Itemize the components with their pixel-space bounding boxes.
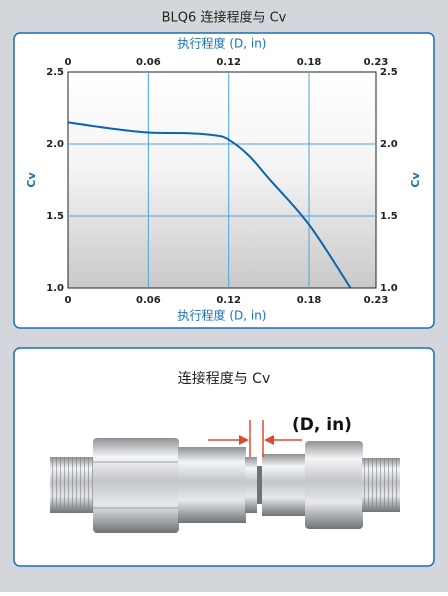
x-tick-label: 0.12 [216, 57, 241, 68]
y-axis-label: Cv [25, 172, 38, 188]
y-tick-label: 2.0 [380, 139, 398, 150]
gap [257, 466, 262, 504]
x-axis-label: 执行程度 (D, in) [178, 36, 267, 51]
nut-left [93, 438, 179, 533]
y-tick-label: 1.0 [380, 283, 398, 294]
arrow-head [239, 435, 249, 445]
y-tick-label: 1.0 [46, 283, 64, 294]
body-right [262, 454, 308, 516]
x-axis-label: 执行程度 (D, in) [178, 308, 267, 323]
x-tick-label: 0 [65, 295, 72, 306]
thread-right-lines [362, 458, 400, 512]
x-tick-label: 0 [65, 57, 72, 68]
body-left [178, 447, 246, 523]
y-tick-label: 1.5 [380, 211, 398, 222]
y-tick-label: 1.5 [46, 211, 64, 222]
y-tick-label: 2.0 [46, 139, 64, 150]
x-tick-label: 0.18 [297, 295, 322, 306]
chart-title: BLQ6 连接程度与 Cv [162, 10, 287, 26]
x-tick-label: 0.06 [136, 295, 161, 306]
y-axis-label: Cv [409, 172, 422, 188]
x-tick-label: 0.23 [364, 57, 389, 68]
x-tick-label: 0.06 [136, 57, 161, 68]
dimension-label: (D, in) [292, 415, 352, 435]
nut-right [305, 441, 363, 529]
diagram-title: 连接程度与 Cv [178, 370, 271, 387]
neck-left [245, 457, 257, 513]
arrow-head [264, 435, 274, 445]
x-tick-label: 0.18 [297, 57, 322, 68]
dimension-arrows [208, 420, 302, 457]
x-tick-label: 0.12 [216, 295, 241, 306]
y-tick-label: 2.5 [46, 67, 64, 78]
plot-area [67, 71, 377, 289]
fitting-image [50, 438, 400, 533]
chart: 000.060.060.120.120.180.180.230.231.0 1.0… [25, 36, 422, 323]
thread-left-lines [50, 457, 96, 513]
x-tick-label: 0.23 [364, 295, 389, 306]
data-line [67, 121, 352, 289]
y-tick-label: 2.5 [380, 67, 398, 78]
